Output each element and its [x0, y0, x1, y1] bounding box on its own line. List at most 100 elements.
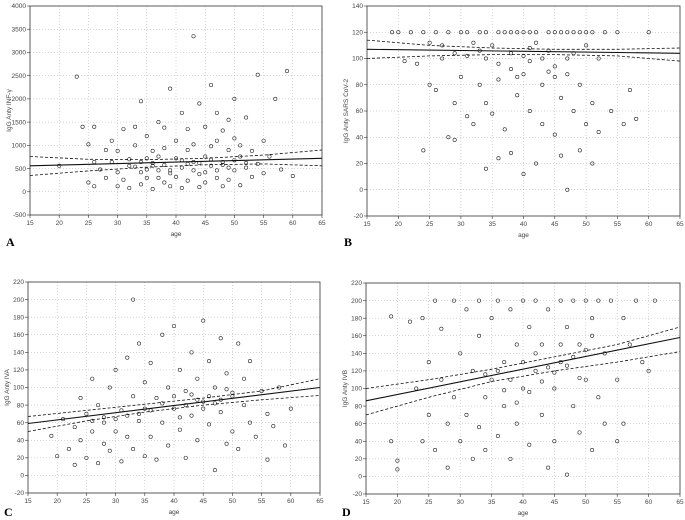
x-tick-label: 60: [289, 220, 297, 227]
y-tick-label: 80: [356, 82, 364, 89]
data-point: [483, 448, 488, 453]
data-point: [527, 442, 532, 447]
data-point: [615, 439, 620, 444]
y-tick-label: 100: [351, 386, 362, 393]
data-point: [440, 56, 445, 61]
data-point: [115, 184, 120, 189]
data-point: [197, 101, 202, 106]
data-point: [452, 101, 457, 106]
data-point: [584, 43, 589, 48]
x-tick-label: 35: [141, 498, 149, 505]
data-point: [533, 351, 538, 356]
data-point: [508, 151, 513, 156]
data-point: [390, 30, 395, 35]
data-point: [590, 316, 595, 321]
x-tick-label: 35: [489, 221, 497, 228]
x-tick-label: 20: [56, 220, 64, 227]
data-point: [224, 371, 229, 376]
data-point: [133, 143, 138, 148]
data-point: [150, 186, 155, 191]
data-point: [78, 438, 83, 443]
data-point: [565, 72, 570, 77]
y-tick-label: 60: [356, 108, 364, 115]
data-point: [92, 124, 97, 129]
data-point: [207, 422, 212, 427]
y-tick-label: 120: [13, 367, 24, 374]
data-point: [602, 421, 607, 426]
data-point: [214, 110, 219, 115]
data-point: [101, 415, 106, 420]
data-point: [207, 359, 212, 364]
data-point: [232, 136, 237, 141]
data-point: [191, 34, 196, 39]
data-point: [185, 161, 190, 166]
data-point: [242, 376, 247, 381]
data-point: [521, 172, 526, 177]
x-tick-label: 25: [425, 499, 433, 506]
data-point: [179, 186, 184, 191]
data-point: [136, 418, 141, 423]
x-tick-label: 55: [614, 499, 622, 506]
data-point: [546, 307, 551, 312]
data-point: [508, 377, 513, 382]
y-tick-label: 20: [355, 456, 363, 463]
data-point: [279, 167, 284, 172]
data-point: [571, 109, 576, 114]
data-point: [396, 30, 401, 35]
data-point: [552, 439, 557, 444]
data-point: [84, 411, 89, 416]
data-point: [483, 56, 488, 61]
points-group: [49, 297, 293, 473]
data-point: [185, 127, 190, 132]
data-point: [255, 72, 260, 77]
data-point: [552, 370, 557, 375]
panel-label: A: [6, 235, 15, 249]
data-point: [621, 122, 626, 127]
x-tick-label: 65: [676, 221, 684, 228]
x-tick-label: 60: [287, 498, 295, 505]
data-point: [131, 447, 136, 452]
data-point: [107, 448, 112, 453]
data-point: [427, 40, 432, 45]
data-point: [113, 429, 118, 434]
panel-label: B: [344, 235, 352, 249]
data-point: [489, 316, 494, 321]
data-point: [483, 166, 488, 171]
data-point: [214, 168, 219, 173]
data-point: [191, 168, 196, 173]
data-point: [395, 467, 400, 472]
data-point: [496, 61, 501, 66]
data-point: [148, 360, 153, 365]
data-point: [451, 395, 456, 400]
data-point: [144, 175, 149, 180]
data-point: [527, 324, 532, 329]
chart-panel-a: 15 20 25 30 35 40 45 50 55 60 65 -500 0 500 1000 1500 20…: [6, 3, 326, 249]
data-point: [226, 177, 231, 182]
data-point: [166, 385, 171, 390]
data-point: [121, 177, 126, 182]
x-tick-label: 45: [551, 221, 559, 228]
data-point: [520, 386, 525, 391]
y-tick-label: 100: [13, 385, 24, 392]
data-point: [72, 462, 77, 467]
data-point: [55, 454, 60, 459]
data-point: [564, 324, 569, 329]
y-tick-label: 40: [17, 437, 25, 444]
x-tick-label: 20: [394, 499, 402, 506]
data-point: [92, 160, 97, 165]
data-point: [565, 56, 570, 61]
data-point: [154, 396, 159, 401]
ci-lower-line: [365, 351, 681, 416]
data-point: [596, 130, 601, 135]
data-point: [402, 59, 407, 64]
data-point: [477, 30, 482, 35]
data-point: [150, 163, 155, 168]
x-tick-label: 45: [202, 220, 210, 227]
data-point: [559, 153, 564, 158]
data-point: [471, 122, 476, 127]
y-tick-label: 4000: [12, 3, 27, 10]
data-point: [214, 138, 219, 143]
data-point: [445, 465, 450, 470]
x-tick-label: 55: [614, 221, 622, 228]
y-tick-label: 1000: [12, 143, 27, 150]
